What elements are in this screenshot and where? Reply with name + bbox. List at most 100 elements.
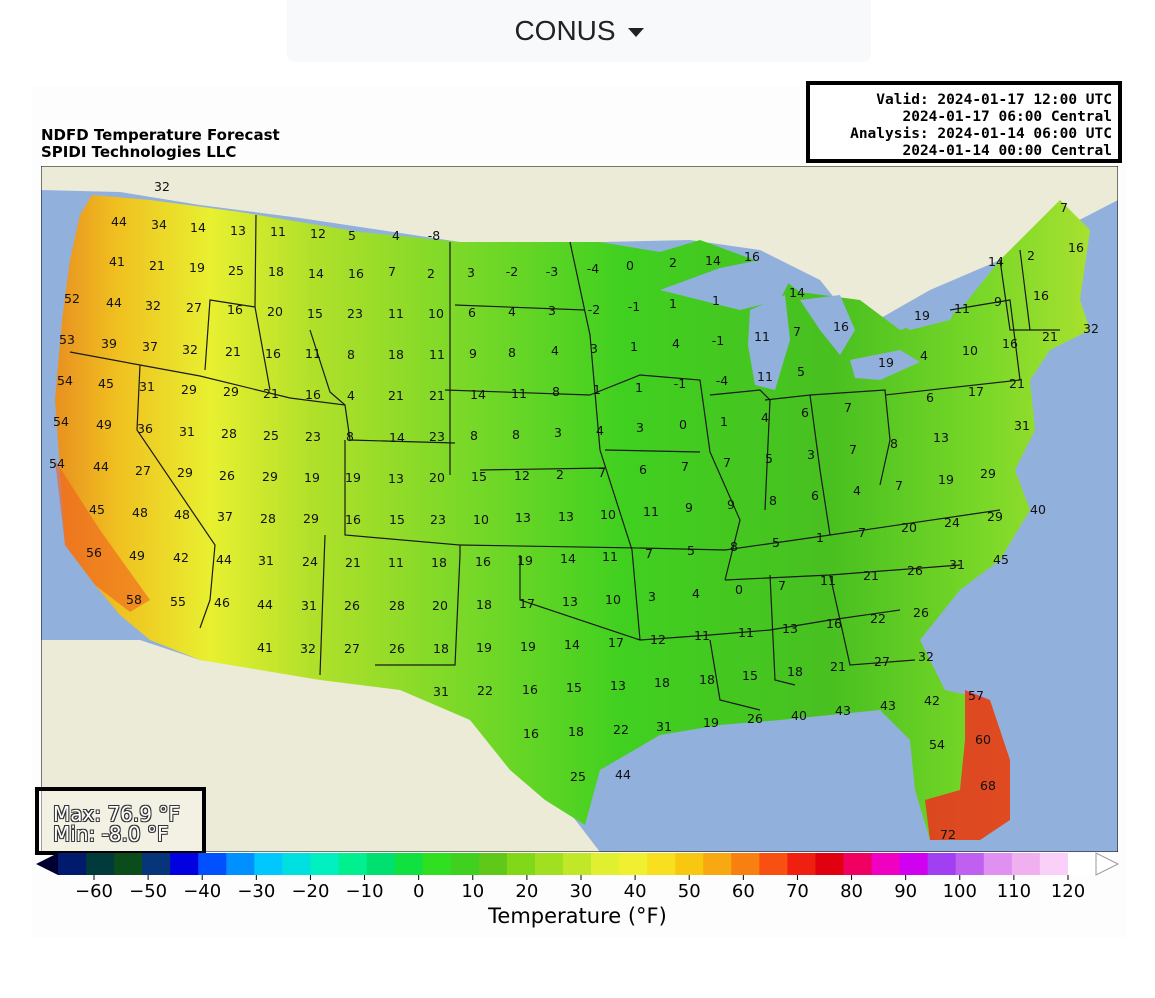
map-value-label: 24 xyxy=(302,554,318,569)
colorbar-cell xyxy=(58,853,87,875)
min-value: Min: -8.0 °F xyxy=(53,822,169,846)
map-value-label: -3 xyxy=(546,264,558,279)
map-value-label: 21 xyxy=(830,659,846,674)
map-value-label: 16 xyxy=(227,302,243,317)
map-value-label: 31 xyxy=(301,598,317,613)
state-boundaries xyxy=(69,214,1060,711)
map-value-label: 28 xyxy=(389,598,405,613)
map-value-label: 10 xyxy=(605,592,621,607)
map-value-label: 13 xyxy=(230,223,246,238)
colorbar-cell xyxy=(282,853,311,875)
map-value-label: 37 xyxy=(142,339,158,354)
colorbar-tick-label: −30 xyxy=(237,881,275,902)
map-value-label: 10 xyxy=(428,306,444,321)
map-value-label: 54 xyxy=(53,414,69,429)
valid-line-4: 2024-01-14 00:00 Central xyxy=(902,143,1112,159)
colorbar-cell xyxy=(787,853,816,875)
colorbar-cell xyxy=(254,853,283,875)
colorbar-cell xyxy=(815,853,845,875)
map-value-label: 4 xyxy=(596,423,604,438)
map-value-label: 3 xyxy=(467,265,475,280)
map-value-label: 1 xyxy=(630,339,638,354)
colorbar-high-extend xyxy=(1095,852,1120,876)
colorbar-tick-label: 110 xyxy=(997,881,1031,902)
map-value-label: 11 xyxy=(694,628,710,643)
colorbar-tick-label: 30 xyxy=(570,881,593,902)
map-value-label: 8 xyxy=(552,384,560,399)
map-value-label: 18 xyxy=(431,555,447,570)
map-value-label: 25 xyxy=(570,769,586,784)
map-value-label: 18 xyxy=(699,672,715,687)
map-value-label: 4 xyxy=(692,586,700,601)
map-value-label: 29 xyxy=(223,384,239,399)
map-value-label: 6 xyxy=(801,405,809,420)
map-value-label: 14 xyxy=(705,253,721,268)
map-value-label: 48 xyxy=(132,505,148,520)
map-value-label: 20 xyxy=(901,520,917,535)
region-selector-button[interactable]: CONUS xyxy=(287,0,871,62)
colorbar-tick-label: 70 xyxy=(786,881,809,902)
map-value-label: 25 xyxy=(228,263,244,278)
colorbar-cell xyxy=(142,853,171,875)
map-value-label: 31 xyxy=(258,553,274,568)
colorbar-tick-label: −50 xyxy=(129,881,167,902)
title-line-2: SPIDI Technologies LLC xyxy=(41,143,237,161)
map-value-label: 31 xyxy=(1014,418,1030,433)
map-value-label: 48 xyxy=(174,507,190,522)
map-value-label: 17 xyxy=(968,384,984,399)
map-value-label: -1 xyxy=(712,333,724,348)
map-value-label: 19 xyxy=(345,470,361,485)
colorbar-tick-label: 50 xyxy=(678,881,701,902)
colorbar-cell xyxy=(478,853,508,875)
map-value-label: 41 xyxy=(257,640,273,655)
colorbar-cell xyxy=(871,853,901,875)
map-value-label: 29 xyxy=(980,466,996,481)
map-value-label: 19 xyxy=(703,715,719,730)
colorbar-tick-label: −10 xyxy=(346,881,384,902)
colorbar-tick-label: 40 xyxy=(624,881,647,902)
map-value-label: 19 xyxy=(189,260,205,275)
map-value-label: 16 xyxy=(1033,288,1049,303)
map-value-label: 29 xyxy=(262,469,278,484)
map-value-label: 5 xyxy=(765,451,773,466)
colorbar-cell xyxy=(759,853,788,875)
map-value-label: 8 xyxy=(769,493,777,508)
map-value-label: 31 xyxy=(433,684,449,699)
colorbar-cell xyxy=(899,853,929,875)
map-value-label: 4 xyxy=(508,304,516,319)
colorbar-cell xyxy=(703,853,732,875)
map-value-label: 29 xyxy=(303,511,319,526)
map-value-label: 43 xyxy=(880,698,896,713)
map-value-label: 18 xyxy=(568,724,584,739)
canada-land xyxy=(41,166,1118,330)
map-value-label: 11 xyxy=(820,573,836,588)
map-value-label: 4 xyxy=(920,348,928,363)
map-value-label: 42 xyxy=(173,550,189,565)
map-value-label: 16 xyxy=(1002,336,1018,351)
map-value-label: 11 xyxy=(754,329,770,344)
map-value-label: 10 xyxy=(962,343,978,358)
map-value-label: 14 xyxy=(988,254,1004,269)
map-value-label: 58 xyxy=(126,592,142,607)
colorbar-cell xyxy=(198,853,227,875)
map-value-label: 52 xyxy=(64,291,80,306)
map-value-label: 12 xyxy=(650,632,666,647)
map-value-label: 45 xyxy=(98,376,114,391)
map-value-label: 13 xyxy=(933,430,949,445)
map-value-label: 18 xyxy=(787,664,803,679)
map-value-label: 56 xyxy=(86,545,102,560)
map-value-label: 16 xyxy=(1068,240,1084,255)
colorbar-tick-label: 10 xyxy=(461,881,484,902)
colorbar-cell xyxy=(534,853,564,875)
map-value-label: 19 xyxy=(914,308,930,323)
map-value-label: 19 xyxy=(520,639,536,654)
map-value-label: 5 xyxy=(772,535,780,550)
colorbar-tick-label: −60 xyxy=(75,881,113,902)
map-value-label: 28 xyxy=(221,426,237,441)
map-value-label: -8 xyxy=(428,228,441,243)
map-value-label: 19 xyxy=(517,553,533,568)
map-value-label: 54 xyxy=(49,456,65,471)
map-value-label: 4 xyxy=(347,388,355,403)
map-value-label: 21 xyxy=(429,388,445,403)
map-value-label: 0 xyxy=(679,417,687,432)
